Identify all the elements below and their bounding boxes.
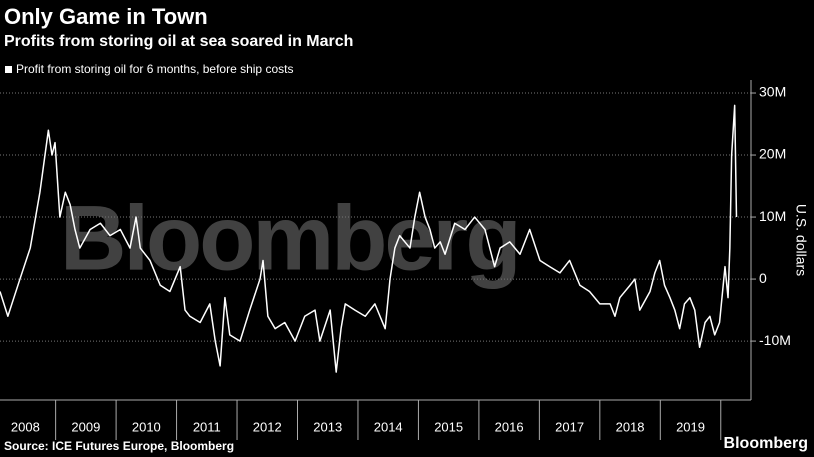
x-tick-label: 2014 [374,419,403,434]
y-tick-label: 0 [759,270,767,286]
x-tick-label: 2008 [11,419,40,434]
x-tick-label: 2017 [555,419,584,434]
chart-title: Only Game in Town [4,4,208,29]
x-tick-label: 2012 [253,419,282,434]
data-line [0,104,738,373]
x-tick-label: 2018 [616,419,645,434]
watermark: Bloomberg [60,187,519,289]
legend-label: Profit from storing oil for 6 months, be… [16,62,293,76]
x-tick-label: 2015 [434,419,463,434]
brand: Bloomberg [724,435,808,452]
y-axis-label: U.S. dollars [793,204,809,276]
y-tick-label: 10M [759,208,786,224]
x-tick-label: 2011 [193,419,221,434]
legend-swatch [5,66,12,73]
source-note: Source: ICE Futures Europe, Bloomberg [4,439,234,453]
x-tick-label: 2019 [676,419,705,434]
chart-subtitle: Profits from storing oil at sea soared i… [4,33,353,50]
x-tick-label: 2016 [495,419,524,434]
x-tick-label: 2009 [71,419,100,434]
y-tick-label: -10M [759,332,791,348]
x-tick-label: 2010 [132,419,161,434]
y-tick-label: 20M [759,146,786,162]
x-tick-label: 2013 [313,419,342,434]
y-tick-label: 30M [759,84,786,100]
